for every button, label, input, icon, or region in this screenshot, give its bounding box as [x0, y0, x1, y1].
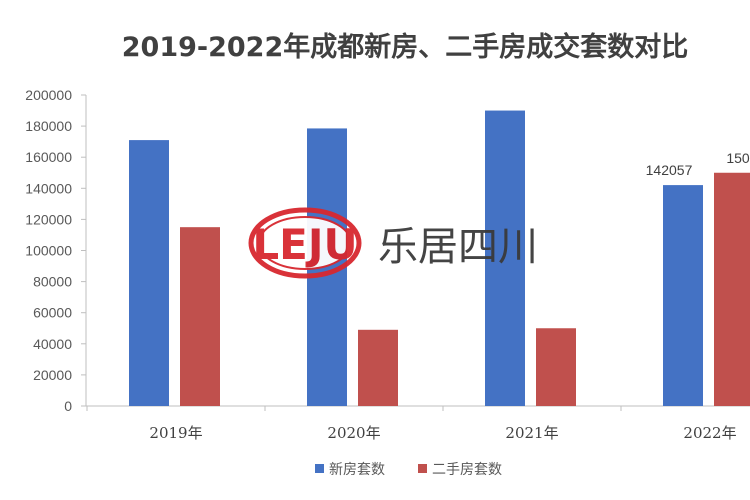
y-tick-label: 180000 [25, 118, 72, 134]
bar-二手房套数-2021年 [536, 328, 576, 406]
y-tick-label: 120000 [25, 211, 72, 227]
bar-二手房套数-2020年 [358, 329, 398, 406]
y-tick-label: 40000 [33, 336, 72, 352]
bar-二手房套数-2022年 [714, 172, 750, 406]
chart-title: 2019-2022年成都新房、二手房成交套数对比 [122, 31, 689, 63]
y-tick-label: 140000 [25, 180, 72, 196]
leju-logo-text: LEJU [252, 220, 357, 269]
x-tick-label: 2022年 [683, 424, 736, 442]
legend-swatch [418, 464, 427, 473]
y-tick-label: 0 [64, 398, 72, 414]
leju-brand-text: 乐居四川 [378, 224, 538, 270]
y-tick-label: 200000 [25, 87, 72, 103]
x-tick-label: 2019年 [149, 424, 202, 442]
y-tick-label: 100000 [25, 243, 72, 259]
y-tick-label: 160000 [25, 149, 72, 165]
bar-新房套数-2019年 [129, 140, 169, 406]
y-tick-label: 60000 [33, 305, 72, 321]
bar-新房套数-2021年 [485, 110, 525, 407]
legend: 新房套数 二手房套数 [315, 462, 502, 478]
y-tick-label: 20000 [33, 367, 72, 383]
legend-swatch [315, 464, 324, 473]
leju-watermark: LEJU 乐居四川 [248, 207, 538, 279]
x-tick-label: 2020年 [327, 424, 380, 442]
data-labels: 142057 150 [646, 150, 750, 178]
legend-label: 二手房套数 [432, 462, 502, 478]
axes: 0 20000 40000 60000 80000 100000 120000 140000 1… [25, 87, 750, 442]
leju-logo-icon [248, 207, 362, 279]
data-label: 150 [726, 150, 750, 166]
bar-新房套数-2022年 [663, 185, 703, 406]
x-tick-label: 2021年 [505, 424, 558, 442]
legend-label: 新房套数 [329, 462, 385, 478]
y-tick-label: 80000 [33, 274, 72, 290]
bar-二手房套数-2019年 [180, 227, 220, 406]
bars [129, 110, 750, 407]
data-label: 142057 [646, 162, 693, 178]
